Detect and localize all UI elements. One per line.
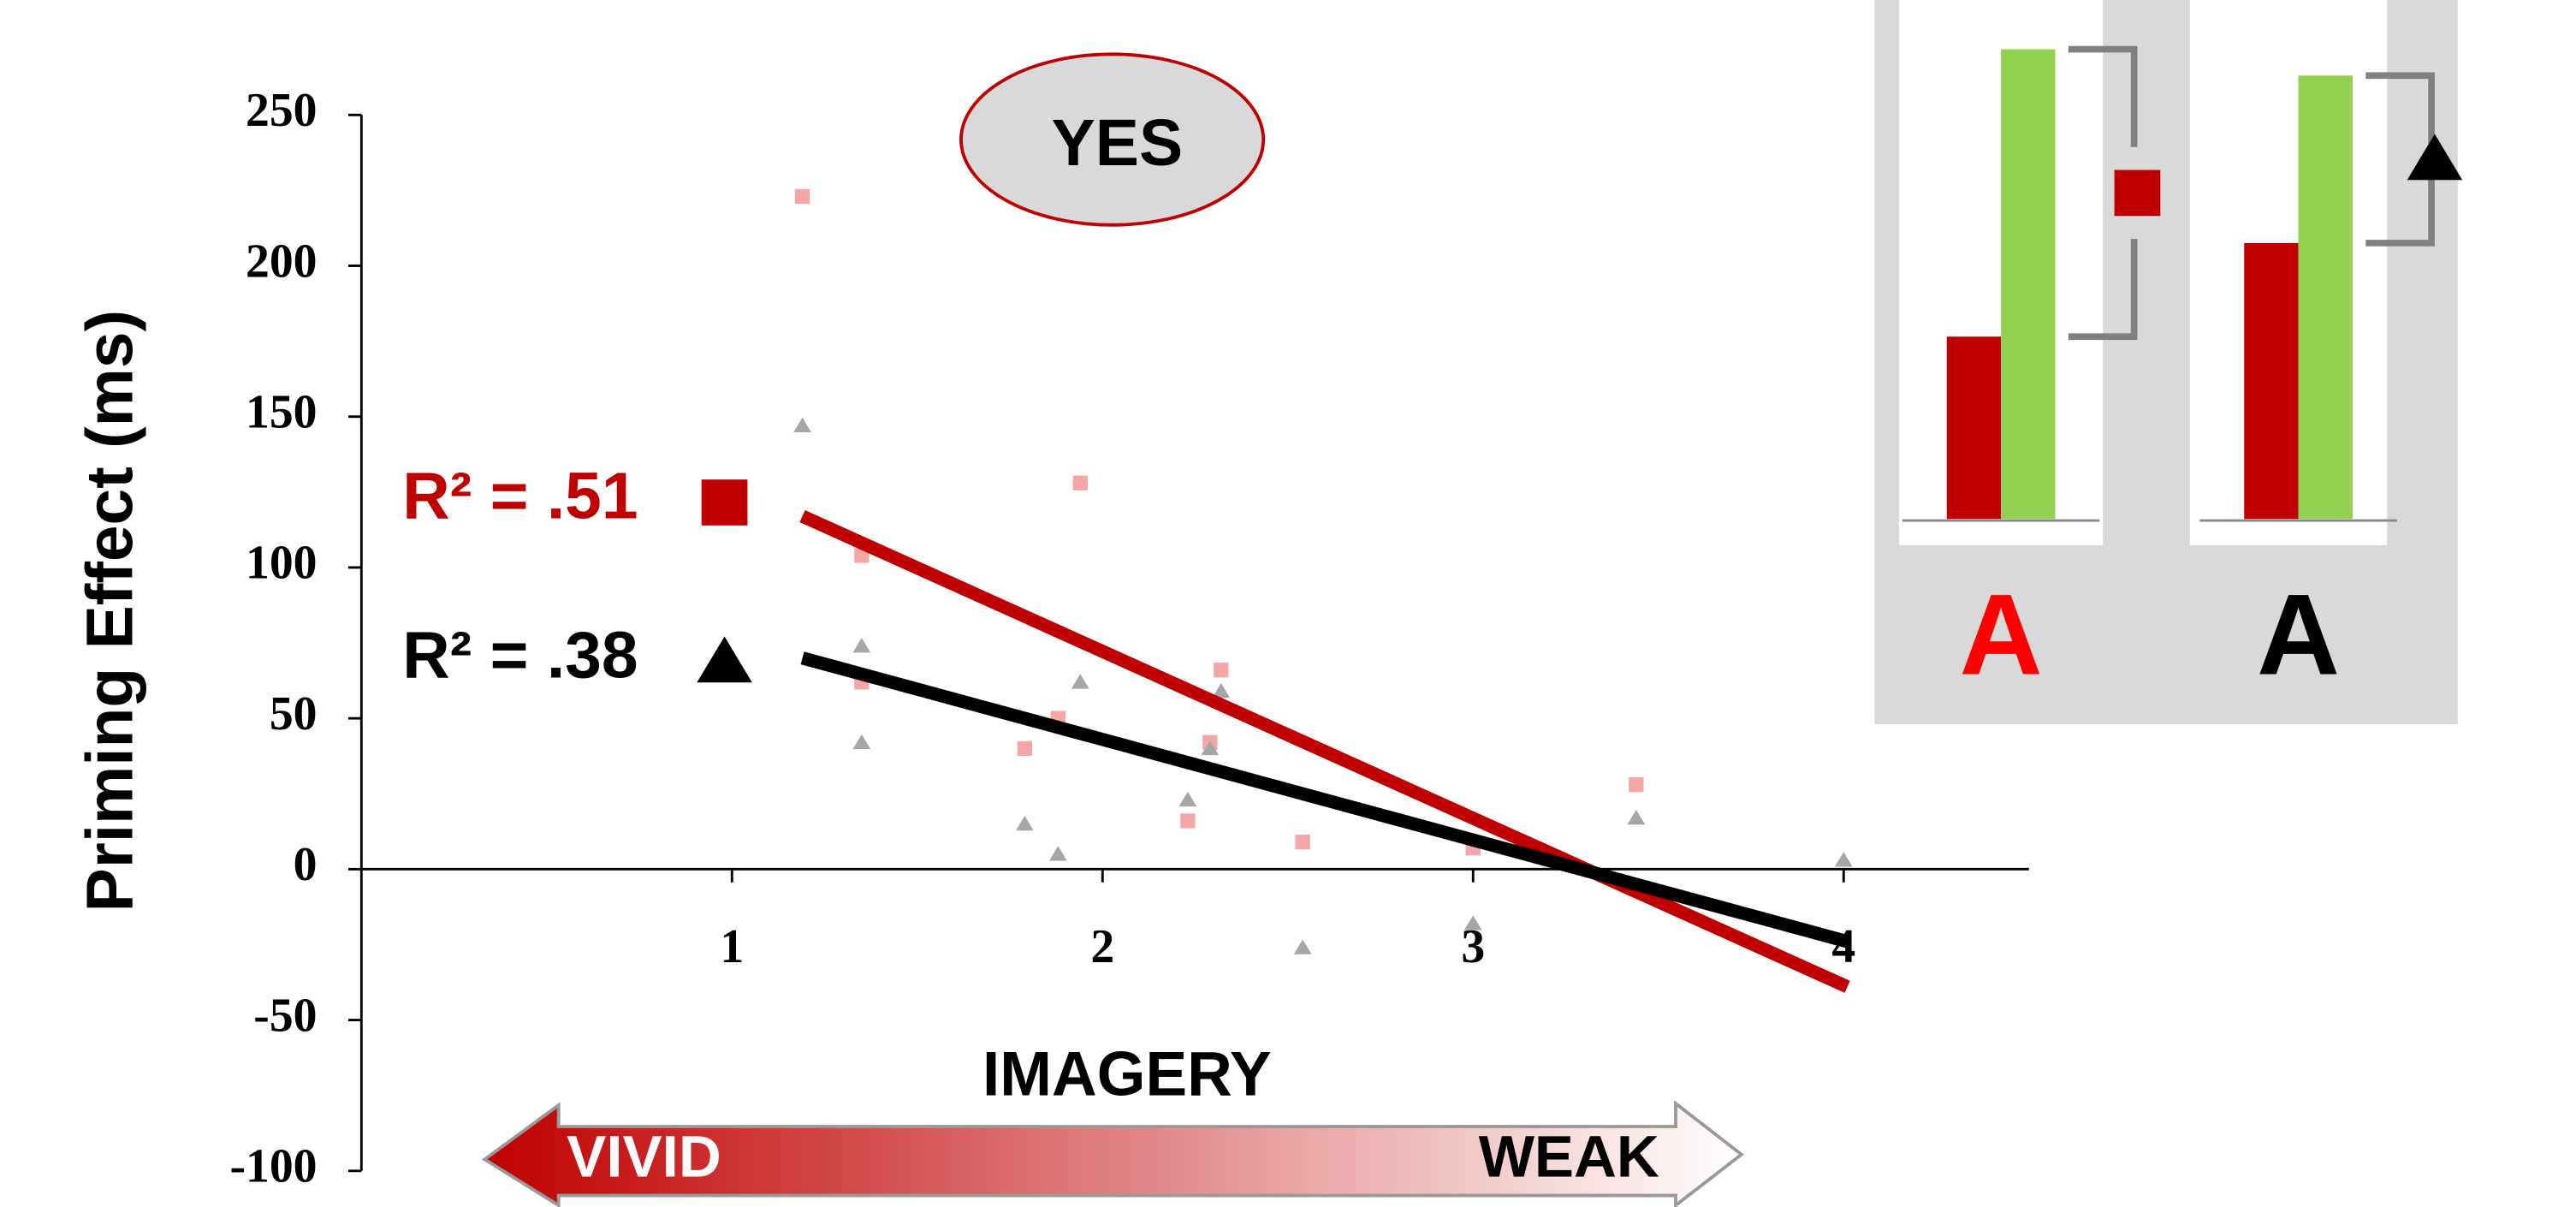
fit-line [799, 510, 1850, 993]
point [1463, 915, 1482, 931]
point [1071, 674, 1089, 689]
y-tick-label: -50 [253, 989, 317, 1042]
point [1295, 835, 1310, 850]
point [794, 188, 810, 205]
x-tick-label: 2 [1090, 920, 1114, 973]
bracket [2068, 45, 2138, 147]
legend-label: R² = .38 [402, 619, 638, 692]
point [1214, 663, 1229, 678]
point [1048, 846, 1067, 861]
point [1017, 740, 1033, 757]
y-tick-label: 100 [246, 537, 317, 590]
point [1201, 740, 1220, 756]
inset-marker [2407, 134, 2463, 181]
badge-text: YES [1052, 107, 1184, 180]
bracket [2068, 239, 2138, 341]
point [1180, 813, 1196, 829]
y-tick-label: -100 [229, 1140, 317, 1193]
inset-bar [2244, 242, 2299, 520]
scale-arrow [481, 1100, 1744, 1207]
point [852, 638, 871, 653]
point [1627, 809, 1646, 825]
point [1293, 939, 1312, 954]
bracket [2365, 72, 2435, 160]
y-tick-label: 200 [246, 235, 317, 288]
point [1629, 777, 1644, 793]
inset-label: A [2257, 571, 2340, 699]
point [1016, 816, 1034, 831]
fit-line [800, 651, 1849, 948]
badge [959, 52, 1266, 227]
inset-marker [2114, 169, 2161, 217]
inset-bar [1946, 336, 2002, 520]
y-tick-label: 150 [246, 385, 317, 438]
scale-left-label: VIVID [567, 1123, 721, 1190]
point [1834, 852, 1853, 867]
inset-bar [2298, 75, 2353, 520]
legend-marker [697, 636, 752, 683]
inset-label: A [1960, 571, 2043, 699]
x-axis-label: IMAGERY [982, 1040, 1272, 1109]
scale-right-label: WEAK [1479, 1123, 1659, 1190]
inset-bar [2001, 49, 2056, 520]
point [1212, 682, 1231, 699]
y-tick-label: 50 [270, 687, 318, 740]
point [793, 417, 811, 433]
point [1072, 475, 1088, 491]
point [852, 734, 871, 750]
x-tick-label: 1 [720, 920, 744, 973]
point [1178, 791, 1197, 807]
y-tick-label: 0 [294, 838, 318, 891]
y-tick-label: 250 [246, 84, 317, 137]
bracket [2365, 159, 2435, 247]
legend-marker [701, 479, 748, 526]
y-axis-label: Priming Effect (ms) [74, 310, 147, 912]
legend-label: R² = .51 [402, 460, 638, 532]
